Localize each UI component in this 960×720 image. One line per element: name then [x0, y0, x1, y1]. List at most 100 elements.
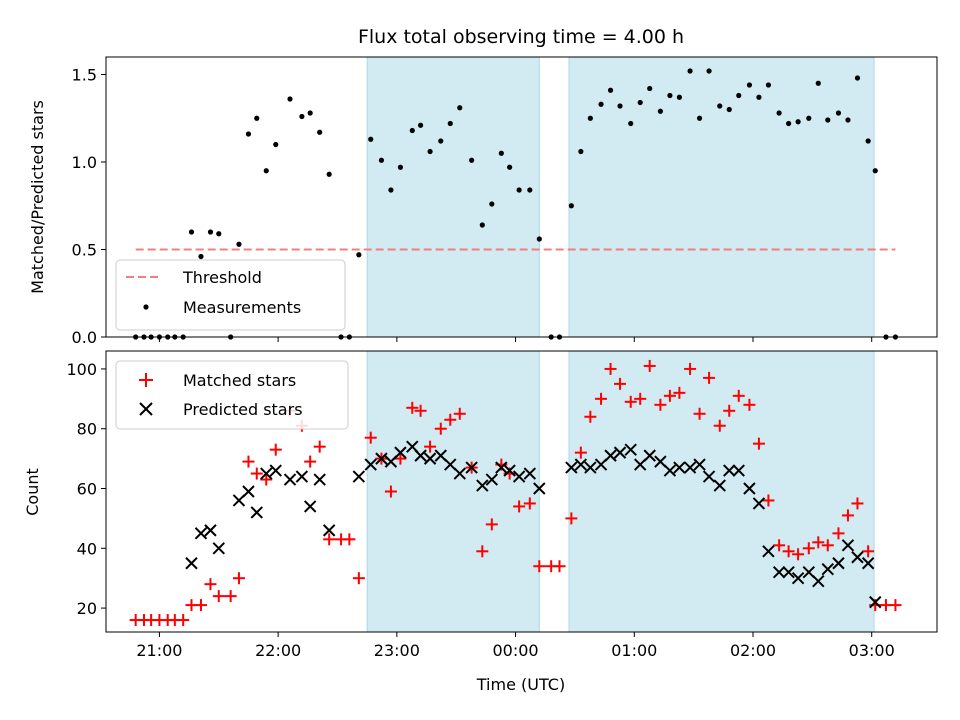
matched-point-65 — [762, 494, 775, 507]
measurement-point-56 — [676, 94, 682, 100]
measurement-point-62 — [736, 92, 742, 99]
predicted-point-27 — [485, 473, 499, 486]
predicted-point-39 — [624, 443, 637, 456]
measurement-point-50 — [617, 103, 623, 109]
predicted-point-60 — [832, 557, 845, 570]
measurement-point-12 — [236, 241, 242, 247]
measurement-point-34 — [457, 105, 463, 111]
matched-point-41 — [523, 497, 536, 510]
measurement-point-22 — [338, 334, 344, 340]
top-shaded-interval-1 — [568, 56, 875, 338]
predicted-point-55 — [782, 566, 795, 579]
measurement-point-32 — [438, 138, 444, 144]
measurement-point-69 — [806, 115, 812, 121]
matched-point-62 — [732, 389, 745, 402]
matched-point-52 — [634, 392, 647, 405]
predicted-point-51 — [743, 482, 756, 495]
measurement-point-11 — [228, 334, 234, 340]
measurement-point-18 — [299, 113, 305, 120]
measurement-point-29 — [409, 127, 415, 134]
matched-point-75 — [862, 545, 875, 558]
measurement-point-77 — [883, 334, 889, 340]
matched-point-44 — [553, 560, 566, 573]
measurement-point-58 — [696, 115, 703, 121]
matched-point-40 — [513, 500, 526, 513]
bottom-xtick-label-1: 22:00 — [255, 641, 301, 660]
measurement-point-5 — [172, 334, 178, 340]
measurement-point-48 — [598, 101, 604, 107]
measurement-point-27 — [388, 187, 394, 193]
predicted-point-37 — [604, 449, 617, 462]
measurement-point-52 — [637, 99, 643, 106]
matched-point-20 — [313, 440, 326, 453]
predicted-point-54 — [772, 566, 786, 579]
matched-point-36 — [476, 545, 489, 558]
top-ytick-label-0: 0.0 — [72, 328, 97, 347]
predicted-point-61 — [841, 539, 855, 552]
matched-point-50 — [614, 377, 627, 390]
measurement-point-15 — [263, 168, 269, 174]
measurement-point-16 — [273, 141, 279, 148]
top-legend: Threshold Measurements — [115, 259, 346, 331]
matched-point-33 — [444, 413, 457, 426]
measurement-point-45 — [568, 203, 574, 209]
legend-measurements-swatch — [143, 304, 149, 310]
measurement-point-7 — [188, 229, 195, 235]
measurement-point-68 — [795, 119, 801, 125]
predicted-point-45 — [683, 461, 697, 474]
top-legend-box — [115, 259, 346, 331]
matched-point-67 — [782, 545, 795, 558]
matched-point-72 — [832, 527, 845, 540]
matched-point-59 — [703, 371, 716, 384]
matched-point-15 — [260, 473, 273, 486]
predicted-point-12 — [313, 473, 326, 486]
predicted-point-32 — [533, 482, 546, 495]
matched-point-73 — [841, 509, 854, 522]
measurement-point-38 — [498, 150, 504, 156]
measurement-point-40 — [516, 187, 522, 193]
predicted-point-4 — [232, 494, 246, 507]
measurement-point-49 — [607, 87, 614, 93]
bottom-ytick-label-0: 20 — [77, 599, 97, 618]
measurement-point-0 — [133, 334, 139, 340]
bottom-ytick-label-1: 40 — [77, 539, 97, 558]
measurement-point-71 — [825, 117, 831, 123]
measurement-point-44 — [556, 334, 563, 340]
matched-point-66 — [773, 539, 786, 552]
measurement-point-73 — [845, 117, 851, 123]
measurement-point-30 — [417, 122, 424, 128]
predicted-point-44 — [673, 461, 686, 474]
measurement-point-70 — [815, 80, 821, 86]
matched-point-10 — [212, 590, 225, 603]
matched-point-54 — [654, 398, 667, 411]
measurement-point-43 — [548, 334, 554, 340]
top-shaded-interval-0 — [366, 56, 540, 338]
measurement-point-1 — [141, 334, 147, 340]
matched-point-55 — [663, 389, 676, 402]
predicted-point-3 — [212, 542, 225, 555]
predicted-point-35 — [584, 461, 597, 474]
top-panel: Matched/Predicted stars Threshold Measur… — [28, 56, 938, 347]
predicted-point-64 — [869, 595, 882, 609]
predicted-point-14 — [352, 470, 366, 483]
matched-point-63 — [743, 398, 756, 411]
matched-point-47 — [584, 410, 597, 423]
matched-point-19 — [304, 455, 317, 468]
predicted-point-49 — [723, 464, 736, 477]
predicted-point-18 — [394, 446, 407, 459]
measurement-point-75 — [865, 138, 871, 144]
predicted-point-59 — [821, 563, 834, 576]
matched-point-32 — [434, 422, 447, 435]
predicted-point-53 — [762, 545, 775, 558]
bottom-panel: Count Time (UTC) Matched stars Predicted… — [23, 350, 938, 694]
matched-point-37 — [485, 518, 498, 531]
bottom-xtick-label-0: 21:00 — [136, 641, 182, 660]
legend-predicted-swatch — [139, 402, 153, 416]
predicted-point-28 — [495, 461, 508, 474]
predicted-point-41 — [643, 449, 656, 462]
measurement-point-64 — [756, 94, 762, 100]
bottom-xtick-label-4: 01:00 — [611, 641, 657, 660]
measurement-point-36 — [479, 222, 485, 228]
top-ytick-label-1: 0.5 — [72, 241, 97, 260]
